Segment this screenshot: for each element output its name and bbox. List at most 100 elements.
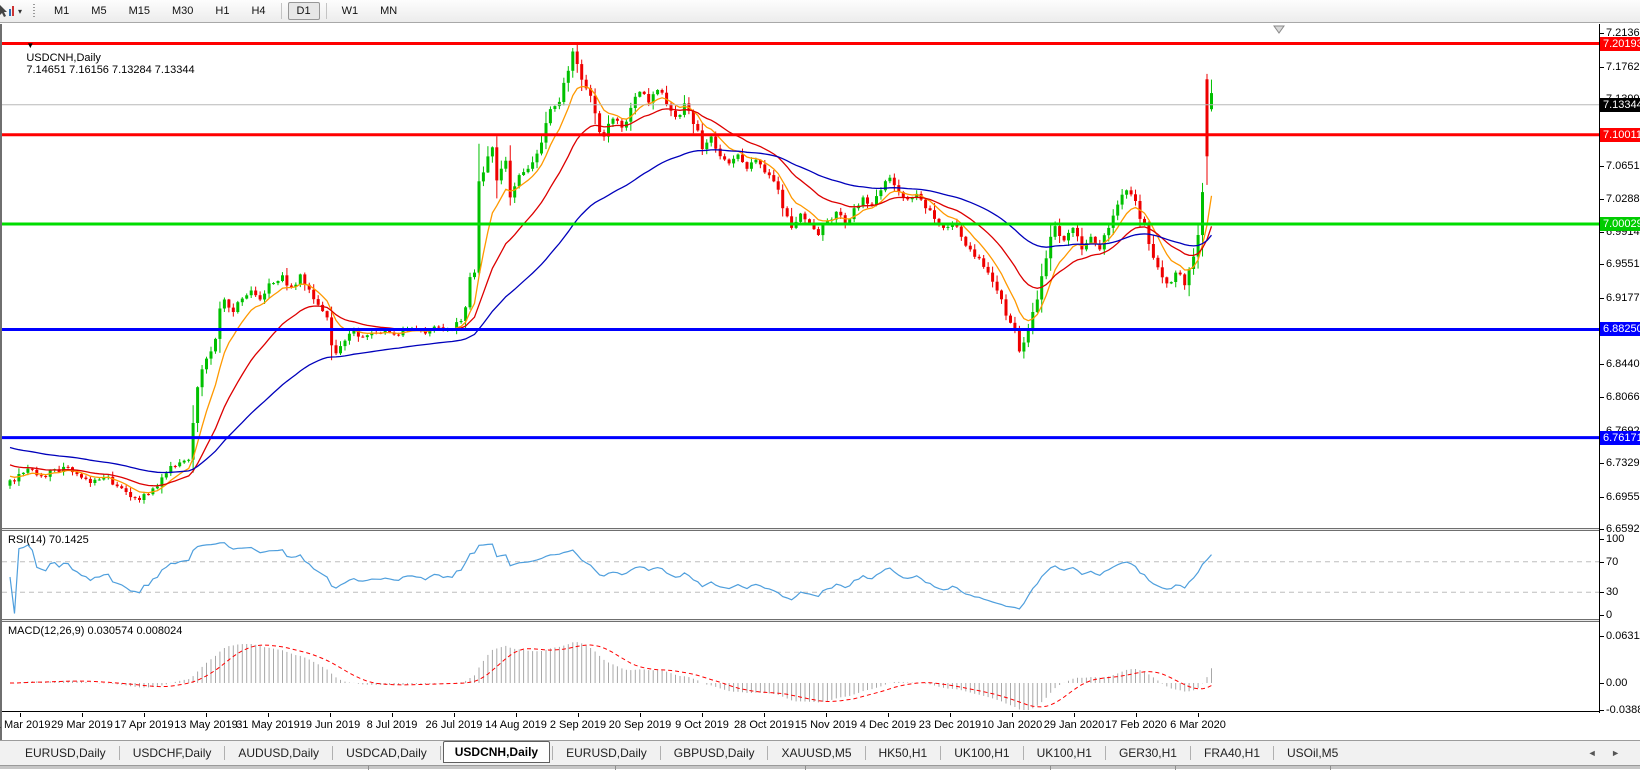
chart-cursor-icon[interactable] (0, 3, 16, 19)
price-tag: 7.13344 (1600, 98, 1640, 112)
chart-tab-uk100-h1[interactable]: UK100,H1 (1036, 746, 1092, 760)
rsi-pane[interactable]: RSI(14) 70.1425 (2, 531, 1599, 619)
toolbar-separator (325, 3, 327, 19)
date-tick-label: 31 May 2019 (236, 719, 300, 731)
date-tick-dash (516, 713, 517, 717)
chart-tab-gbpusd-daily[interactable]: GBPUSD,Daily (673, 746, 755, 760)
date-tick-dash (144, 713, 145, 717)
chart-tab-audusd-daily[interactable]: AUDUSD,Daily (238, 746, 320, 760)
price-tag: 6.88250 (1600, 322, 1640, 336)
timeframe-button-h4[interactable]: H4 (251, 5, 266, 17)
date-tick-label: 17 Apr 2019 (114, 719, 174, 731)
tool-dropdown-caret-icon[interactable]: ▾ (18, 6, 23, 16)
rsi-value: 70.1425 (48, 534, 89, 546)
price-tick-label: 6.65920 (1606, 523, 1640, 535)
chart-tab-bar: EURUSD,Daily USDCHF,Daily AUDUSD,Daily USDC… (0, 740, 1640, 765)
date-tick-dash (82, 713, 83, 717)
rsi-plot (2, 542, 1599, 614)
date-tick-label: 6 Mar 2020 (1170, 719, 1226, 731)
date-tick-label: 29 Jan 2020 (1043, 719, 1105, 731)
timeframe-button-m15[interactable]: M15 (128, 5, 150, 17)
price-tick-dash (1600, 232, 1604, 233)
rsi-tick-label: 70 (1606, 556, 1619, 568)
ohlc-info-line: ▼ USDCNH,Daily 7.14651 7.16156 7.13284 7… (8, 28, 194, 88)
tab-separator (552, 746, 554, 760)
rsi-tick-dash (1600, 539, 1604, 540)
bottom-strip (0, 765, 1640, 770)
price-tick-label: 7.21360 (1606, 27, 1640, 39)
chart-shift-marker-icon[interactable] (1273, 25, 1285, 34)
tab-separator (224, 746, 226, 760)
chart-tab-usdchf-daily[interactable]: USDCHF,Daily (132, 746, 212, 760)
chart-tab-usdcnh-daily[interactable]: USDCNH,Daily (442, 741, 551, 763)
timeframe-button-m1[interactable]: M1 (54, 5, 70, 17)
chart-tab-eurusd-daily[interactable]: EURUSD,Daily (25, 746, 106, 760)
chart-tab-ger30-h1[interactable]: GER30,H1 (1118, 746, 1177, 760)
chart-tab-eurusd-daily[interactable]: EURUSD,Daily (566, 746, 647, 760)
tab-separator (1022, 746, 1024, 760)
timeframe-button-d1[interactable]: D1 (287, 2, 320, 20)
timeframe-buttons: M1 M5 M15 M30 H1 H4 D1 W1 MN (43, 2, 408, 20)
tab-separator (940, 746, 942, 760)
rsi-tick-dash (1600, 562, 1604, 563)
bottom-strip-tick (1330, 766, 1331, 770)
price-tick-label: 6.73290 (1606, 457, 1640, 469)
macd-tick-label: 0.063113 (1606, 630, 1640, 642)
macd-tick-dash (1600, 636, 1604, 637)
date-tick-dash (764, 713, 765, 717)
tab-scroll-arrows[interactable]: ◄ ► (1587, 748, 1626, 758)
tab-separator (659, 746, 661, 760)
price-tick-dash (1600, 497, 1604, 498)
date-tick-dash (578, 713, 579, 717)
timeframe-button-mn[interactable]: MN (380, 5, 398, 17)
rsi-tick-dash (1600, 615, 1604, 616)
chart-tab-usoil-m5[interactable]: USOil,M5 (1287, 746, 1339, 760)
tab-separator (1273, 746, 1275, 760)
price-tick-label: 6.84400 (1606, 358, 1640, 370)
timeframe-button-h1[interactable]: H1 (215, 5, 230, 17)
date-tick-label: 4 Dec 2019 (859, 719, 917, 731)
timeframe-button-w1[interactable]: W1 (341, 5, 359, 17)
price-tick-label: 7.17620 (1606, 61, 1640, 73)
timeframe-button-m5[interactable]: M5 (91, 5, 107, 17)
chart-tab-usdcad-daily[interactable]: USDCAD,Daily (346, 746, 427, 760)
date-tick-label: 10 Jan 2020 (981, 719, 1043, 731)
price-tick-dash (1600, 33, 1604, 34)
chart-tab-fra40-h1[interactable]: FRA40,H1 (1203, 746, 1261, 760)
price-tick-label: 6.91770 (1606, 292, 1640, 304)
price-tick-dash (1600, 166, 1604, 167)
date-tick-label: 13 May 2019 (174, 719, 238, 731)
collapse-ohlc-icon[interactable]: ▼ (26, 41, 35, 50)
rsi-tick-label: 30 (1606, 586, 1619, 598)
tab-separator (1104, 746, 1106, 760)
price-tick-dash (1600, 67, 1604, 68)
price-tick-dash (1600, 364, 1604, 365)
pane-splitter[interactable] (2, 619, 1640, 622)
timeframe-button-m30[interactable]: M30 (171, 5, 194, 17)
pane-splitter[interactable] (2, 528, 1640, 531)
date-tick-label: 8 Jul 2019 (366, 719, 418, 731)
bottom-strip-tick (1175, 766, 1176, 770)
date-tick-dash (1198, 713, 1199, 717)
toolbar-grip-handle[interactable] (32, 3, 38, 19)
tab-separator (332, 746, 334, 760)
chart-tab-hk50-h1[interactable]: HK50,H1 (878, 746, 928, 760)
price-tick-dash (1600, 463, 1604, 464)
candlestick-chart (2, 25, 1599, 504)
price-axis[interactable]: 7.213607.176207.139907.065107.028806.991… (1599, 24, 1640, 716)
chart-tab-uk100-h1[interactable]: UK100,H1 (954, 746, 1010, 760)
macd-pane[interactable]: MACD(12,26,9) 0.030574 0.008024 (2, 622, 1599, 712)
price-tag: 6.76171 (1600, 431, 1640, 445)
date-tick-label: 2 Sep 2019 (549, 719, 607, 731)
rsi-tick-label: 0 (1606, 609, 1613, 621)
date-tick-label: 26 Jul 2019 (425, 719, 483, 731)
chart-tab-xauusd-m5[interactable]: XAUUSD,M5 (781, 746, 852, 760)
macd-label: MACD(12,26,9) 0.030574 0.008024 (8, 625, 183, 637)
date-tick-label: 28 Oct 2019 (734, 719, 794, 731)
tab-separator (118, 746, 120, 760)
rsi-label: RSI(14) 70.1425 (8, 534, 89, 546)
main-chart-pane[interactable]: ▼ USDCNH,Daily 7.14651 7.16156 7.13284 7… (2, 24, 1599, 528)
price-tick-dash (1600, 264, 1604, 265)
tab-separator (1189, 746, 1191, 760)
